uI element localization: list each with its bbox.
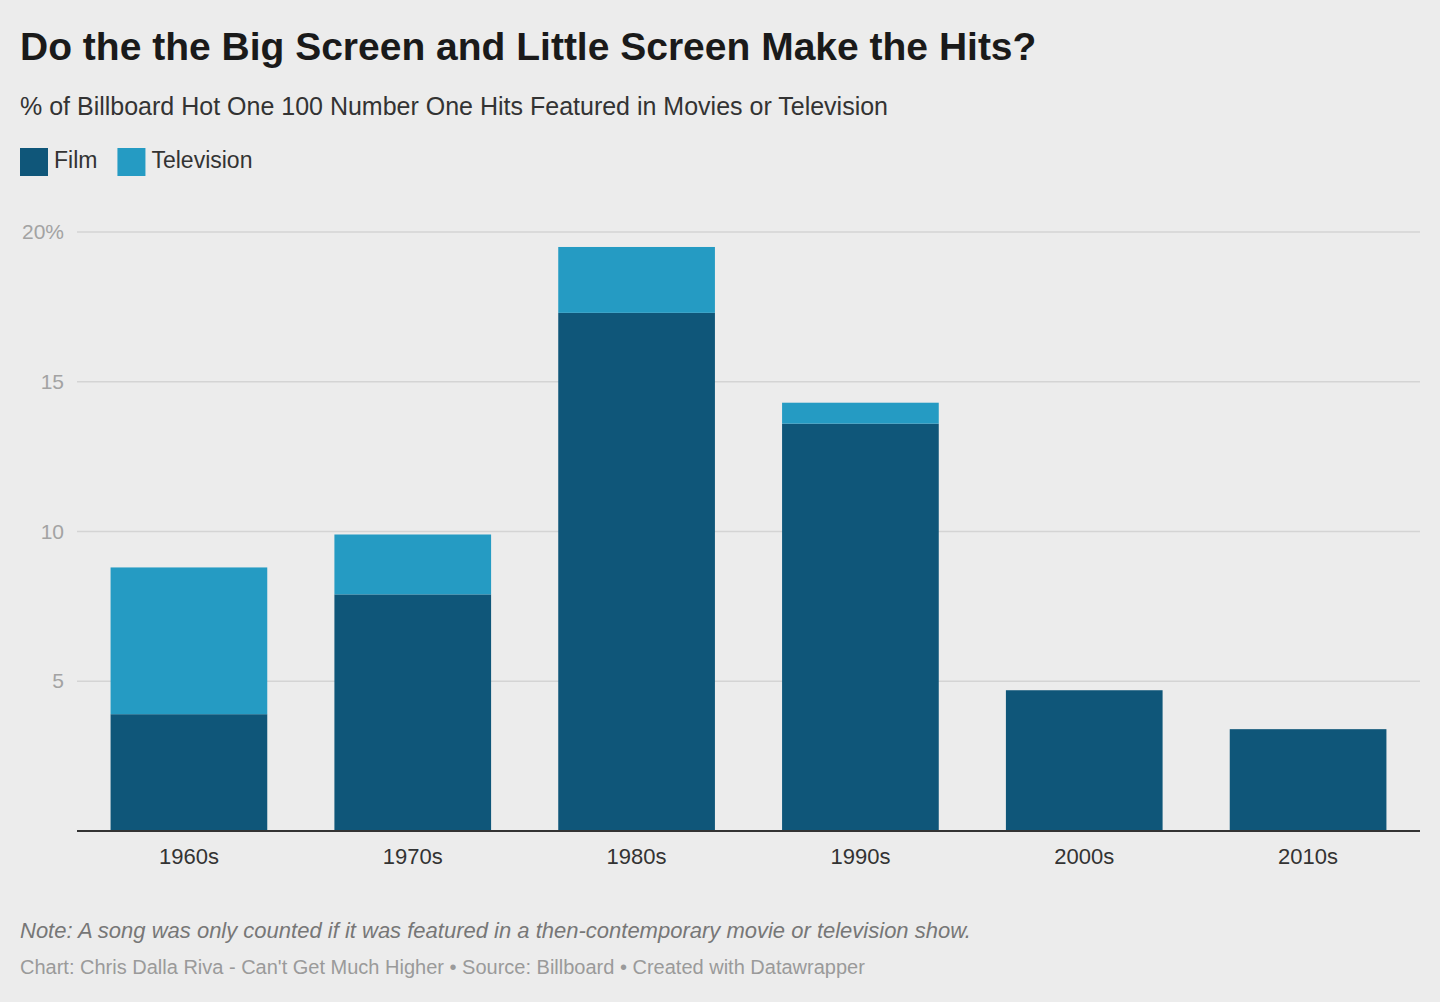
bar-segment	[558, 313, 715, 831]
y-tick-label: 20%	[22, 220, 64, 243]
legend-swatch	[117, 148, 145, 176]
legend-swatch	[20, 148, 48, 176]
x-tick-label: 1990s	[830, 844, 890, 869]
x-tick-label: 1980s	[607, 844, 667, 869]
background	[0, 0, 1440, 1002]
bar-segment	[334, 534, 491, 594]
bar-segment	[111, 567, 268, 714]
x-tick-label: 2000s	[1054, 844, 1114, 869]
credit: Chart: Chris Dalla Riva - Can't Get Much…	[20, 956, 865, 978]
bar-segment	[782, 424, 939, 831]
x-axis: 1960s 1970s 1980s 1990s 2000s 2010s	[159, 844, 1338, 869]
subtitle: % of Billboard Hot One 100 Number One Hi…	[20, 92, 888, 120]
bar-segment	[111, 714, 268, 831]
legend-label: Film	[54, 147, 97, 173]
bar-segment	[1230, 729, 1387, 730]
legend: Film Television	[20, 147, 252, 176]
bar-segment	[782, 403, 939, 424]
y-tick-label: 10	[41, 520, 64, 543]
grid-line	[77, 231, 1420, 232]
chart: Do the the Big Screen and Little Screen …	[0, 0, 1440, 1002]
bar-segment	[1006, 690, 1163, 691]
bar-segment	[1006, 690, 1163, 831]
bar-segment	[558, 247, 715, 313]
y-tick-label: 5	[52, 669, 64, 692]
legend-label: Television	[151, 147, 252, 173]
x-tick-label: 2010s	[1278, 844, 1338, 869]
y-tick-label: 15	[41, 370, 64, 393]
grid-line	[77, 381, 1420, 382]
bar-segment	[334, 594, 491, 831]
bars	[111, 247, 1387, 831]
title: Do the the Big Screen and Little Screen …	[20, 25, 1036, 68]
grid-line	[77, 531, 1420, 532]
bar-segment	[1230, 729, 1387, 831]
x-tick-label: 1960s	[159, 844, 219, 869]
note: Note: A song was only counted if it was …	[20, 918, 971, 943]
grid-line	[77, 681, 1420, 682]
baseline	[77, 830, 1420, 832]
x-tick-label: 1970s	[383, 844, 443, 869]
